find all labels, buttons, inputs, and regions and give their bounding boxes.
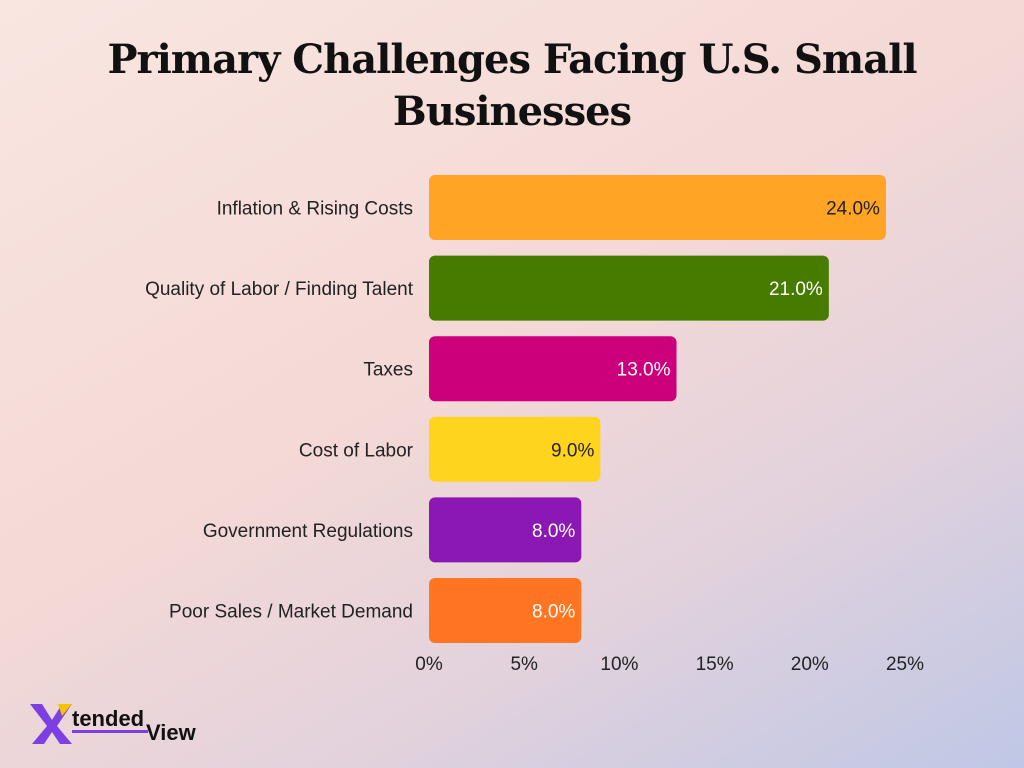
category-label-3: Cost of Labor (299, 440, 414, 461)
bar-5 (429, 578, 582, 643)
category-label-4: Government Regulations (203, 521, 413, 542)
x-tick-label-0: 0% (415, 654, 443, 675)
bar-1 (429, 255, 829, 321)
x-tick-label-2: 10% (600, 654, 638, 675)
bars-group (429, 175, 886, 643)
bar-0 (429, 175, 886, 240)
bar-4 (429, 497, 582, 563)
bar-3 (429, 416, 601, 482)
category-label-2: Taxes (363, 360, 413, 381)
bar-2 (429, 336, 677, 402)
x-tick-label-4: 20% (791, 654, 829, 675)
svg-text:tended: tended (72, 706, 144, 731)
x-tick-label-1: 5% (510, 654, 538, 675)
category-label-0: Inflation & Rising Costs (217, 199, 413, 220)
x-tick-label-5: 25% (886, 654, 924, 675)
bar-chart: Inflation & Rising Costs Quality of Labor… (145, 175, 924, 675)
category-label-1: Quality of Labor / Finding Talent (145, 279, 414, 300)
value-label-1: 21.0% (769, 279, 823, 300)
category-labels-group: Inflation & Rising Costs Quality of Labor… (145, 199, 414, 623)
value-label-5: 8.0% (532, 602, 575, 623)
chart-title: Primary Challenges Facing U.S. Small Bus… (107, 36, 917, 135)
value-labels-group: 24.0% 21.0% 13.0% 9.0% 8.0% 8.0% (532, 199, 880, 623)
x-axis-ticks-group: 0% 5% 10% 15% 20% 25% (415, 654, 924, 675)
value-label-2: 13.0% (617, 360, 671, 381)
svg-text:View: View (146, 720, 197, 745)
value-label-4: 8.0% (532, 521, 575, 542)
xtendedview-logo: tended View (30, 704, 197, 745)
x-tick-label-3: 15% (696, 654, 734, 675)
category-label-5: Poor Sales / Market Demand (169, 602, 413, 623)
value-label-3: 9.0% (551, 440, 594, 461)
value-label-0: 24.0% (826, 199, 880, 220)
